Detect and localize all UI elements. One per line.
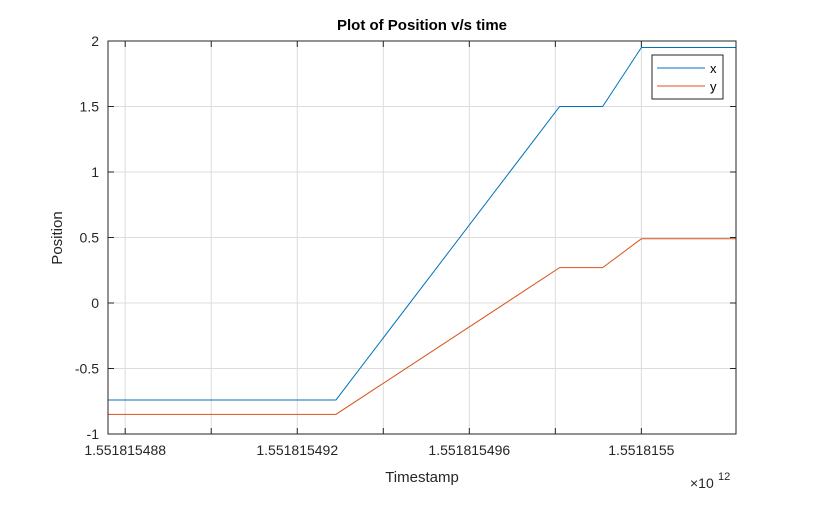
legend-box: [651, 54, 724, 100]
y-tick-label: 2: [91, 33, 99, 49]
x-tick-label: 1.551815488: [84, 442, 166, 458]
x-tick-label: 1.551815492: [256, 442, 338, 458]
x-axis-label: Timestamp: [385, 469, 459, 486]
y-tick-label: 0: [91, 295, 99, 311]
x-axis-exponent: ×10 12: [690, 471, 730, 491]
x-tick-label: 1.551815496: [428, 442, 510, 458]
y-axis-label: Position: [49, 211, 66, 264]
legend-label-x: x: [710, 61, 717, 76]
x-axis-exponent-power: 12: [718, 471, 730, 483]
series-lines: [108, 47, 736, 415]
legend: xy: [651, 54, 724, 100]
y-tick-label: 1: [91, 164, 99, 180]
x-axis-exponent-base: ×10: [690, 475, 714, 491]
legend-label-y: y: [710, 79, 717, 94]
y-tick-label: -1: [87, 426, 100, 442]
x-tick-label: 1.5518155: [608, 442, 674, 458]
ticks: [108, 40, 736, 435]
tick-labels: 1.551815488 1.551815492 1.551815496 1.55181…: [75, 33, 675, 458]
y-tick-label: -0.5: [75, 361, 99, 377]
y-tick-label: 1.5: [80, 99, 100, 115]
series-line-y: [108, 238, 736, 415]
y-tick-label: 0.5: [80, 230, 100, 246]
series-line-x: [108, 47, 736, 401]
chart-title: Plot of Position v/s time: [337, 17, 507, 34]
